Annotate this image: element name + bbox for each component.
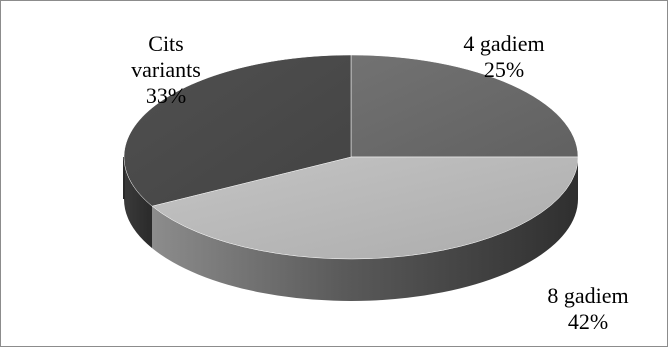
slice-label-name: 8 gadiem bbox=[547, 283, 629, 308]
slice-label-4-gadiem: 4 gadiem 25% bbox=[419, 31, 589, 83]
slice-label-percent: 42% bbox=[567, 309, 609, 334]
pie-slice-4-gadiem bbox=[350, 54, 579, 158]
slice-label-name: 4 gadiem bbox=[463, 31, 545, 56]
slice-label-name-line-1: Cits bbox=[148, 31, 184, 56]
pie-side-cits-variants bbox=[124, 157, 153, 249]
slice-label-percent: 25% bbox=[483, 57, 525, 82]
slice-label-cits-variants: Cits variants 33% bbox=[101, 31, 231, 109]
slice-label-percent: 33% bbox=[145, 83, 187, 108]
pie-slice-8-gadiem bbox=[151, 156, 579, 260]
pie-side-8-gadiem bbox=[152, 157, 578, 301]
pie-slice-cits-variants bbox=[123, 54, 352, 207]
slice-label-8-gadiem: 8 gadiem 42% bbox=[513, 283, 663, 335]
slice-label-name-line-2: variants bbox=[131, 57, 201, 82]
